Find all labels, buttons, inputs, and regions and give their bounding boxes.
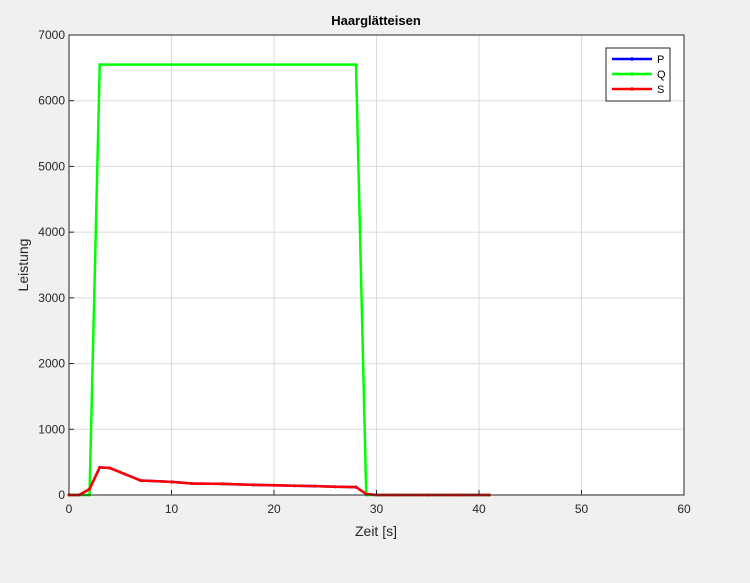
- legend[interactable]: PQS: [605, 47, 671, 102]
- series-s-point[interactable]: [98, 465, 102, 469]
- y-tick-label: 5000: [38, 159, 65, 173]
- series-s-point[interactable]: [313, 484, 317, 488]
- y-tick-label: 0: [58, 488, 65, 502]
- y-tick-label: 4000: [38, 225, 65, 239]
- series-s-point[interactable]: [293, 484, 296, 488]
- legend-label-p: P: [657, 54, 664, 66]
- legend-label-q: Q: [657, 69, 666, 81]
- series-s-point[interactable]: [108, 466, 112, 470]
- x-tick-label: 50: [575, 502, 589, 516]
- y-tick-label: 2000: [38, 357, 65, 371]
- legend-marker-s: [630, 87, 634, 91]
- series-q-point[interactable]: [354, 63, 358, 67]
- x-tick-label: 20: [267, 502, 281, 516]
- x-tick-label: 10: [165, 502, 179, 516]
- x-tick-label: 60: [677, 502, 691, 516]
- series-s-point[interactable]: [272, 483, 276, 487]
- x-tick-label: 30: [370, 502, 384, 516]
- series-s-point[interactable]: [252, 483, 255, 487]
- series-s-point[interactable]: [354, 485, 358, 489]
- series-s-point[interactable]: [334, 485, 337, 489]
- x-axis: 0 10 20 30 40 50 60: [66, 490, 691, 516]
- y-tick-label: 7000: [38, 28, 65, 42]
- series-s-point[interactable]: [170, 480, 173, 484]
- x-axis-label: Zeit [s]: [355, 523, 397, 539]
- legend-marker-p: [630, 57, 634, 61]
- y-tick-label: 6000: [38, 94, 65, 108]
- x-tick-label: 0: [66, 502, 73, 516]
- series-s-point[interactable]: [190, 482, 194, 485]
- y-tick-label: 3000: [38, 291, 65, 305]
- y-axis-label: Leistung: [15, 239, 31, 292]
- chart-title: Haarglätteisen: [331, 13, 421, 28]
- legend-marker-q: [630, 72, 634, 76]
- series-s-point[interactable]: [221, 482, 225, 486]
- x-tick-label: 40: [472, 502, 486, 516]
- series-s-point[interactable]: [139, 479, 143, 483]
- series-s-point[interactable]: [88, 487, 91, 491]
- series-q-point[interactable]: [98, 63, 102, 67]
- legend-label-s: S: [657, 84, 664, 96]
- y-tick-label: 1000: [38, 422, 65, 436]
- y-axis: 0 1000 2000 3000 4000 5000 6000 7000: [38, 28, 74, 502]
- series-s-points: [67, 465, 491, 497]
